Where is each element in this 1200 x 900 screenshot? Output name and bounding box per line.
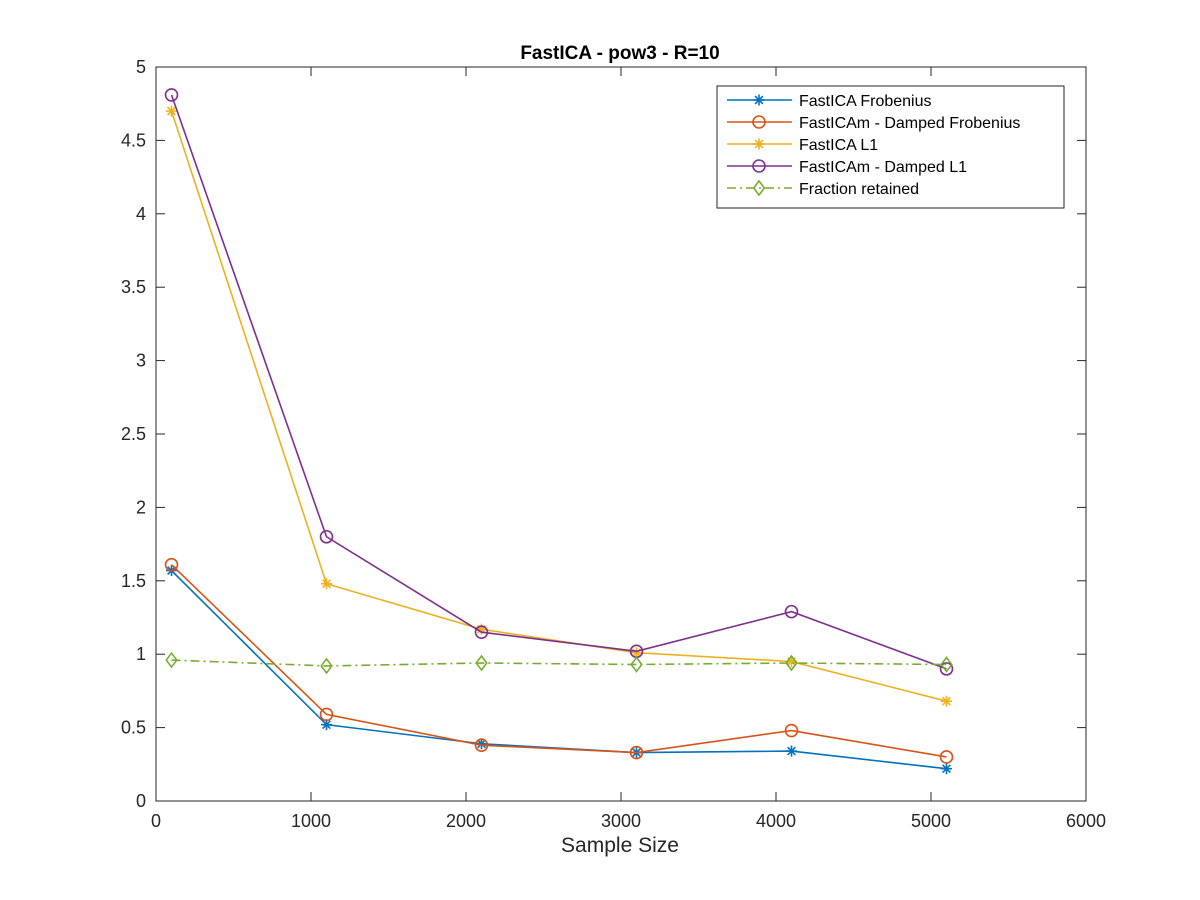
legend-box [716,85,1065,209]
series-4 [165,651,953,675]
data-point [784,723,799,738]
x-tick-label: 5000 [911,811,951,831]
data-point [474,738,489,753]
data-point [784,604,799,619]
data-point [474,625,489,639]
plot-area: 0 1000 2000 3000 4000 5000 6000 0 0.5 1 1.5 2 2.5 3 3.… [121,57,1106,831]
data-point [941,695,952,707]
data-point [629,745,644,760]
data-point [320,657,333,675]
chart-title: FastICA - pow3 - R=10 [520,43,719,64]
asterisk-marker [941,763,952,775]
legend-item: FastICA Frobenius [727,93,932,110]
diamond-marker [165,651,178,669]
circle-marker [164,88,179,102]
x-tick-label: 2000 [446,811,486,831]
legend-label: FastICAm - Damped L1 [799,159,967,176]
y-tick-label: 3 [136,351,146,371]
legend-label: FastICA L1 [799,137,878,154]
y-tick-label: 2.5 [121,424,146,444]
data-point [475,654,488,672]
y-tick-label: 0 [136,791,146,811]
legend-label: FastICAm - Damped Frobenius [799,115,1020,132]
circle-marker [164,557,179,572]
data-point [319,529,334,544]
y-tick-label: 4 [136,204,146,224]
circle-marker [784,723,799,738]
series-1 [164,557,954,764]
circle-marker [474,738,489,753]
x-tick-label: 6000 [1066,811,1106,831]
circle-marker [319,529,334,544]
x-tick-label: 0 [151,811,161,831]
legend-label: Fraction retained [799,181,919,198]
y-tick-label: 0.5 [121,718,146,738]
legend-item: FastICA L1 [727,137,878,154]
x-axis-label: Sample Size [561,834,679,857]
circle-marker [752,159,766,173]
diamond-marker [630,656,643,673]
x-tick-label: 4000 [756,811,796,831]
legend-item: FastICAm - Damped L1 [727,159,967,176]
data-point [321,578,332,590]
diamond-marker [940,656,953,673]
circle-marker [474,625,489,639]
asterisk-marker [166,105,177,117]
data-point [785,654,798,672]
data-point [164,88,179,102]
diamond-marker [785,654,798,672]
data-point [166,105,177,117]
y-tick-label: 5 [136,57,146,77]
y-tick-label: 1.5 [121,571,146,591]
asterisk-marker [786,745,797,757]
series-line [170,94,947,670]
circle-marker [939,662,954,676]
y-tick-label: 3.5 [121,277,146,297]
legend-item: FastICAm - Damped Frobenius [727,115,1020,132]
data-point [786,745,797,757]
data-point [630,656,643,673]
diamond-marker [320,657,333,675]
legend-item: Fraction retained [727,179,919,198]
y-tick-label: 1 [136,644,146,664]
diamond-marker [475,654,488,672]
data-point [319,707,334,722]
circle-marker [752,115,766,129]
data-point [940,656,953,673]
legend: FastICA Frobenius FastICAm - Damped Frobe… [716,85,1065,209]
legend-label: FastICA Frobenius [799,93,932,110]
series-line [170,564,947,758]
data-point [165,651,178,669]
data-point [941,763,952,775]
circle-marker [319,707,334,722]
series-3 [164,88,954,676]
diamond-marker [752,179,766,197]
x-tick-label: 1000 [291,811,331,831]
asterisk-marker [321,578,332,590]
circle-marker [784,604,799,619]
x-tick-label: 3000 [601,811,641,831]
y-tick-label: 4.5 [121,130,146,150]
y-tick-label: 2 [136,497,146,517]
circle-marker [629,745,644,760]
asterisk-marker [753,94,765,106]
series-line [171,659,947,667]
data-point [939,750,954,764]
data-point [164,557,179,572]
data-point [939,662,954,676]
asterisk-marker [753,138,765,150]
asterisk-marker [941,695,952,707]
circle-marker [939,750,954,764]
